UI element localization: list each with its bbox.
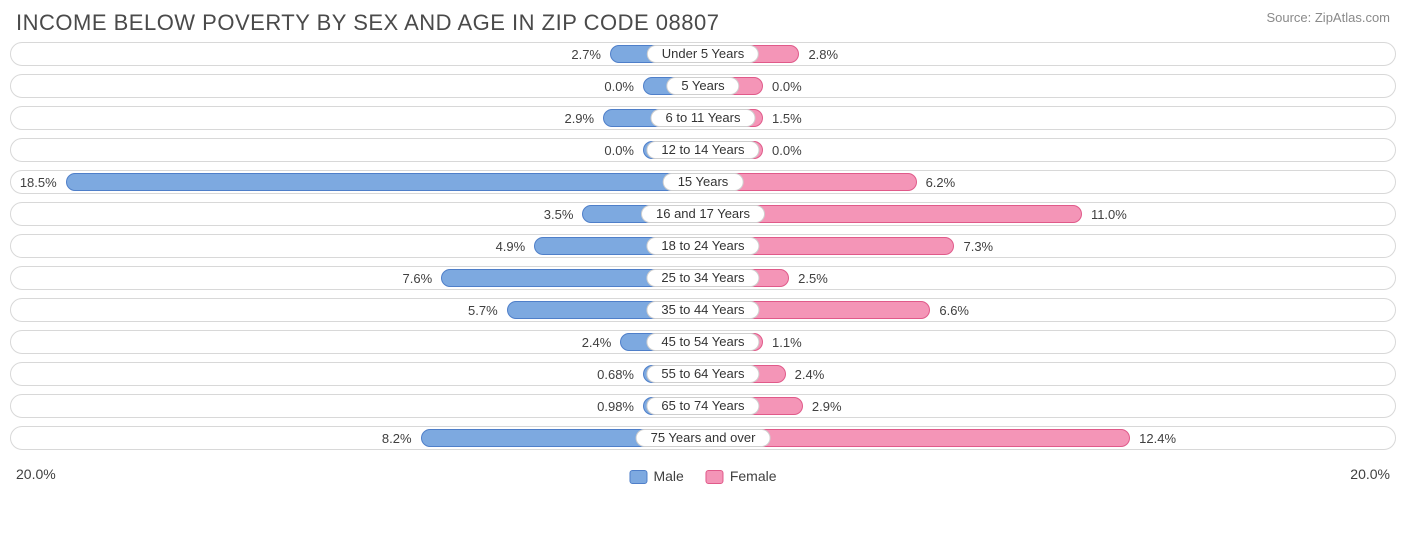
chart-row: 75 Years and over 8.2% 12.4% xyxy=(10,426,1396,450)
value-female: 12.4% xyxy=(1139,427,1176,451)
x-axis: 20.0% 20.0% Male Female xyxy=(10,458,1396,486)
value-female: 11.0% xyxy=(1091,203,1127,227)
category-label: 25 to 34 Years xyxy=(646,269,759,287)
chart-row: 45 to 54 Years 2.4% 1.1% xyxy=(10,330,1396,354)
category-label: 5 Years xyxy=(666,77,739,95)
category-label: 12 to 14 Years xyxy=(646,141,759,159)
value-male: 0.0% xyxy=(604,75,634,99)
legend-item-male: Male xyxy=(629,468,683,484)
value-male: 18.5% xyxy=(20,171,57,195)
chart-row: 5 Years 0.0% 0.0% xyxy=(10,74,1396,98)
category-label: 75 Years and over xyxy=(636,429,771,447)
value-male: 5.7% xyxy=(468,299,498,323)
chart-row: 18 to 24 Years 4.9% 7.3% xyxy=(10,234,1396,258)
chart-row: 15 Years 18.5% 6.2% xyxy=(10,170,1396,194)
value-female: 6.6% xyxy=(939,299,969,323)
category-label: 65 to 74 Years xyxy=(646,397,759,415)
chart-row: 35 to 44 Years 5.7% 6.6% xyxy=(10,298,1396,322)
value-male: 2.4% xyxy=(582,331,612,355)
chart-row: 65 to 74 Years 0.98% 2.9% xyxy=(10,394,1396,418)
value-female: 2.9% xyxy=(812,395,842,419)
value-female: 1.5% xyxy=(772,107,802,131)
value-female: 2.4% xyxy=(795,363,825,387)
value-male: 4.9% xyxy=(496,235,526,259)
legend-swatch-female xyxy=(706,470,724,484)
value-male: 2.9% xyxy=(564,107,594,131)
value-male: 8.2% xyxy=(382,427,412,451)
category-label: 18 to 24 Years xyxy=(646,237,759,255)
value-female: 1.1% xyxy=(772,331,802,355)
category-label: 16 and 17 Years xyxy=(641,205,765,223)
value-male: 7.6% xyxy=(403,267,433,291)
value-male: 2.7% xyxy=(571,43,601,67)
value-male: 3.5% xyxy=(544,203,574,227)
chart-row: 6 to 11 Years 2.9% 1.5% xyxy=(10,106,1396,130)
axis-max-right: 20.0% xyxy=(1350,466,1390,482)
value-female: 0.0% xyxy=(772,139,802,163)
category-label: 55 to 64 Years xyxy=(646,365,759,383)
value-female: 7.3% xyxy=(963,235,993,259)
diverging-bar-chart: Under 5 Years 2.7% 2.8% 5 Years 0.0% 0.0% 6 to… xyxy=(10,42,1396,486)
legend-label-female: Female xyxy=(730,468,777,484)
value-female: 0.0% xyxy=(772,75,802,99)
chart-row: 55 to 64 Years 0.68% 2.4% xyxy=(10,362,1396,386)
value-male: 0.68% xyxy=(597,363,634,387)
chart-title: INCOME BELOW POVERTY BY SEX AND AGE IN Z… xyxy=(16,10,1396,36)
category-label: 35 to 44 Years xyxy=(646,301,759,319)
value-male: 0.98% xyxy=(597,395,634,419)
category-label: 45 to 54 Years xyxy=(646,333,759,351)
legend: Male Female xyxy=(629,468,776,484)
chart-row: Under 5 Years 2.7% 2.8% xyxy=(10,42,1396,66)
bar-male xyxy=(66,173,703,191)
value-male: 0.0% xyxy=(604,139,634,163)
category-label: 15 Years xyxy=(663,173,744,191)
category-label: 6 to 11 Years xyxy=(651,109,756,127)
axis-max-left: 20.0% xyxy=(16,466,56,482)
chart-row: 16 and 17 Years 3.5% 11.0% xyxy=(10,202,1396,226)
source-attribution: Source: ZipAtlas.com xyxy=(1266,10,1390,25)
chart-row: 12 to 14 Years 0.0% 0.0% xyxy=(10,138,1396,162)
legend-item-female: Female xyxy=(706,468,777,484)
legend-label-male: Male xyxy=(653,468,683,484)
value-female: 2.8% xyxy=(808,43,838,67)
value-female: 6.2% xyxy=(926,171,956,195)
chart-row: 25 to 34 Years 7.6% 2.5% xyxy=(10,266,1396,290)
legend-swatch-male xyxy=(629,470,647,484)
category-label: Under 5 Years xyxy=(647,45,759,63)
value-female: 2.5% xyxy=(798,267,828,291)
